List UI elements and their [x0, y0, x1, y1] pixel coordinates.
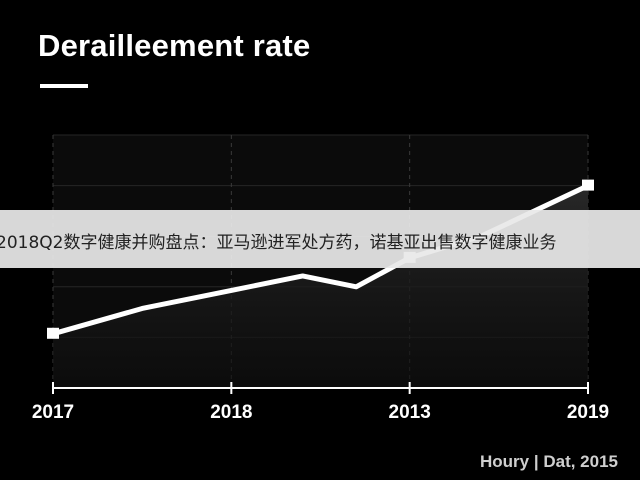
- overlay-banner: 2018Q2数字健康并购盘点：亚马逊进军处方药，诺基亚出售数字健康业务: [0, 210, 640, 268]
- x-tick-label: 2013: [389, 402, 431, 423]
- data-point: [47, 327, 59, 339]
- x-tick-label: 2019: [567, 402, 609, 423]
- title-underline: [40, 84, 88, 88]
- series-area: [53, 185, 588, 388]
- source-credit: Houry | Dat, 2015: [480, 452, 618, 471]
- x-tick-label: 2018: [210, 402, 252, 423]
- chart-title: Derailleement rate: [38, 28, 311, 63]
- x-tick-label: 2017: [32, 402, 74, 423]
- data-point: [582, 179, 594, 191]
- overlay-banner-text: 2018Q2数字健康并购盘点：亚马逊进军处方药，诺基亚出售数字健康业务: [0, 233, 557, 253]
